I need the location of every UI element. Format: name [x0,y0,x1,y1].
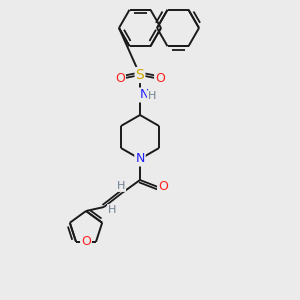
Text: N: N [139,88,149,101]
Text: N: N [135,152,145,166]
Text: O: O [115,73,125,85]
Text: O: O [81,235,91,248]
Text: H: H [108,205,116,215]
Text: O: O [155,73,165,85]
Text: H: H [117,181,125,191]
Text: S: S [136,68,144,82]
Text: H: H [148,91,156,101]
Text: O: O [158,181,168,194]
